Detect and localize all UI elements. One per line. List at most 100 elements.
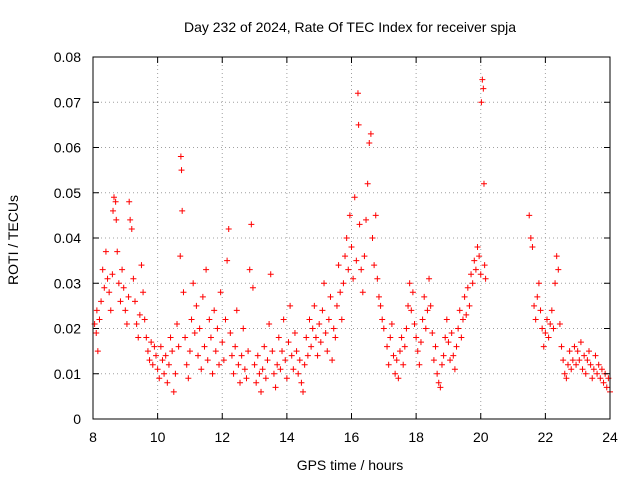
- data-point: [104, 275, 111, 282]
- data-point: [141, 316, 148, 323]
- data-point: [238, 352, 245, 359]
- data-point: [392, 370, 399, 377]
- data-point: [387, 334, 394, 341]
- data-point: [413, 334, 420, 341]
- data-point: [440, 352, 447, 359]
- x-tick-label: 10: [150, 429, 166, 445]
- data-point: [214, 325, 221, 332]
- data-point: [153, 352, 160, 359]
- data-point: [469, 280, 476, 287]
- data-point: [414, 348, 421, 355]
- data-point: [132, 298, 139, 305]
- data-point: [317, 339, 324, 346]
- data-point: [262, 375, 269, 382]
- data-point: [427, 302, 434, 309]
- y-axis-label: ROTI / TECUs: [5, 195, 21, 285]
- data-point: [332, 334, 339, 341]
- data-point: [119, 266, 126, 273]
- data-point: [526, 212, 533, 219]
- data-point: [195, 352, 202, 359]
- y-tick-label: 0.02: [54, 321, 81, 337]
- data-point: [296, 357, 303, 364]
- data-point: [482, 275, 489, 282]
- data-point: [314, 352, 321, 359]
- data-point: [340, 280, 347, 287]
- data-point: [172, 370, 179, 377]
- data-point: [461, 293, 468, 300]
- y-tick-label: 0.08: [54, 49, 81, 65]
- data-point: [300, 388, 307, 395]
- data-point: [346, 212, 353, 219]
- data-point: [329, 357, 336, 364]
- data-point: [456, 307, 463, 314]
- data-point: [258, 388, 265, 395]
- data-point: [259, 366, 266, 373]
- data-point: [552, 280, 559, 287]
- data-point: [403, 325, 410, 332]
- data-point: [343, 235, 350, 241]
- data-point: [327, 293, 334, 300]
- x-tick-label: 16: [344, 429, 360, 445]
- data-point: [531, 302, 538, 309]
- data-point: [384, 343, 391, 350]
- data-point: [115, 280, 122, 287]
- grid: [93, 57, 610, 419]
- data-point: [539, 325, 546, 332]
- data-point: [304, 352, 311, 359]
- data-point: [135, 334, 142, 341]
- data-point: [280, 316, 287, 323]
- data-point: [560, 357, 567, 364]
- data-point: [571, 343, 578, 350]
- x-axis-label: GPS time / hours: [297, 457, 404, 473]
- data-point: [371, 262, 378, 269]
- data-point: [188, 316, 195, 323]
- data-point: [385, 361, 392, 368]
- data-point: [140, 289, 147, 296]
- data-point: [112, 198, 119, 205]
- data-point: [122, 307, 129, 314]
- data-point: [450, 352, 457, 359]
- data-point: [227, 330, 234, 337]
- y-tick-label: 0.03: [54, 275, 81, 291]
- data-point: [248, 221, 255, 228]
- data-point: [566, 348, 573, 355]
- data-point: [351, 194, 358, 201]
- data-point: [573, 361, 580, 368]
- y-tick-labels: 0 0.01 0.02 0.03 0.04 0.05 0.06 0.07 0.08: [54, 49, 81, 427]
- data-point: [287, 302, 294, 309]
- data-point: [149, 361, 156, 368]
- data-point: [361, 253, 368, 260]
- data-point: [364, 180, 371, 187]
- data-point: [594, 370, 601, 377]
- data-point: [568, 366, 575, 373]
- data-point: [120, 284, 127, 291]
- data-point: [421, 293, 428, 300]
- data-point: [348, 244, 355, 251]
- data-point: [156, 375, 163, 382]
- data-point: [312, 334, 319, 341]
- data-point: [417, 339, 424, 346]
- data-point: [283, 375, 290, 382]
- x-tick-label: 24: [602, 429, 618, 445]
- data-point: [306, 316, 313, 323]
- data-point: [179, 207, 186, 214]
- data-point: [354, 90, 361, 97]
- x-tick-labels: 8 10 12 14 16 18 20 22 24: [89, 429, 618, 445]
- data-point: [222, 316, 229, 323]
- data-point: [380, 325, 387, 332]
- data-point: [161, 370, 168, 377]
- data-point: [169, 348, 176, 355]
- data-point: [123, 320, 130, 327]
- data-point: [358, 266, 365, 273]
- data-point: [356, 221, 363, 228]
- data-point: [359, 289, 366, 296]
- data-point: [272, 384, 279, 391]
- data-point: [338, 316, 345, 323]
- data-point: [443, 316, 450, 323]
- data-point: [342, 253, 349, 260]
- data-point: [424, 307, 431, 314]
- data-point: [177, 153, 184, 160]
- data-point: [110, 207, 117, 214]
- data-point: [367, 130, 374, 137]
- data-point: [211, 307, 218, 314]
